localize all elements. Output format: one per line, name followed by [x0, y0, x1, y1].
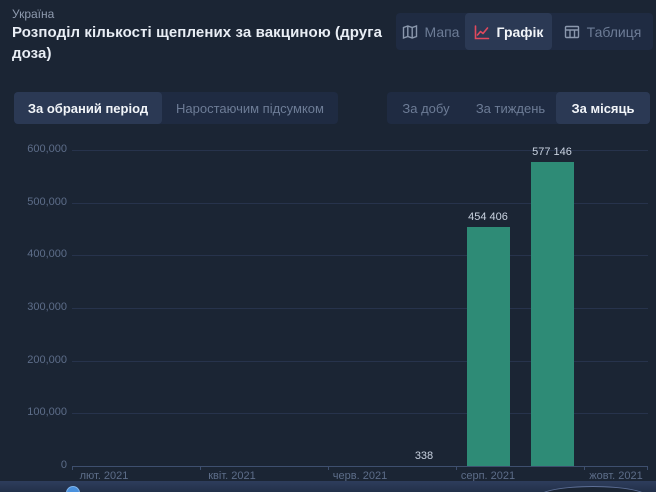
y-tick-label: 500,000 — [27, 195, 67, 208]
gridline — [72, 360, 648, 362]
mode-cumulative[interactable]: Наростаючим підсумком — [162, 92, 338, 124]
gridline — [72, 466, 648, 467]
mode-cumulative-label: Наростаючим підсумком — [176, 100, 324, 116]
x-tick-label: жовт. 2021 — [589, 470, 643, 482]
timeline-strip[interactable] — [0, 481, 656, 492]
bar-value-label: 577 146 — [532, 146, 572, 158]
period-day[interactable]: За добу — [387, 92, 465, 124]
axis-tick — [72, 466, 73, 470]
tab-table[interactable]: Таблиця — [552, 13, 653, 50]
bar-value-label: 454 406 — [468, 211, 508, 223]
y-tick-label: 200,000 — [27, 353, 67, 366]
axis-tick — [647, 466, 648, 470]
view-tabs: Мапа Графік Таблиця — [396, 13, 653, 50]
mode-selected-period[interactable]: За обраний період — [14, 92, 162, 124]
gridline — [72, 413, 648, 415]
y-tick-label: 0 — [60, 459, 67, 471]
map-icon — [402, 24, 417, 39]
gridline — [72, 150, 648, 151]
x-tick-label: квіт. 2021 — [208, 470, 256, 482]
gridline — [72, 202, 648, 204]
x-tick-label: черв. 2021 — [332, 470, 388, 482]
gridline — [72, 308, 648, 309]
tab-chart[interactable]: Графік — [465, 13, 552, 50]
axis-tick — [584, 466, 585, 470]
table-icon — [564, 25, 579, 38]
bar[interactable] — [530, 162, 574, 466]
y-tick-label: 600,000 — [27, 143, 67, 155]
axis-tick — [456, 466, 457, 470]
bar[interactable] — [466, 227, 510, 466]
bar-value-label: 338 — [414, 450, 434, 462]
y-tick-label: 300,000 — [27, 301, 67, 313]
y-tick-label: 400,000 — [27, 248, 67, 261]
axis-tick — [200, 466, 201, 470]
period-day-label: За добу — [402, 100, 450, 116]
mode-tabs: За обраний період Наростаючим підсумком — [14, 92, 338, 124]
chart-icon — [474, 24, 489, 39]
x-tick-label: серп. 2021 — [460, 470, 516, 482]
region-label: Україна — [12, 7, 55, 21]
gridline — [72, 255, 648, 257]
period-month[interactable]: За місяць — [556, 92, 650, 124]
x-tick-label: лют. 2021 — [79, 470, 129, 482]
period-tabs: За добу За тиждень За місяць — [387, 92, 650, 124]
y-tick-label: 100,000 — [27, 406, 67, 419]
period-week[interactable]: За тиждень — [465, 92, 556, 124]
period-week-label: За тиждень — [475, 100, 546, 116]
tab-map[interactable]: Мапа — [396, 13, 465, 50]
mode-selected-period-label: За обраний період — [27, 100, 149, 116]
period-month-label: За місяць — [571, 100, 635, 116]
page-title: Розподіл кількості щеплених за вакциною … — [12, 24, 383, 62]
tab-chart-label: Графік — [496, 23, 544, 40]
tab-table-label: Таблиця — [586, 23, 642, 40]
tab-map-label: Мапа — [424, 23, 460, 40]
axis-tick — [328, 466, 329, 470]
